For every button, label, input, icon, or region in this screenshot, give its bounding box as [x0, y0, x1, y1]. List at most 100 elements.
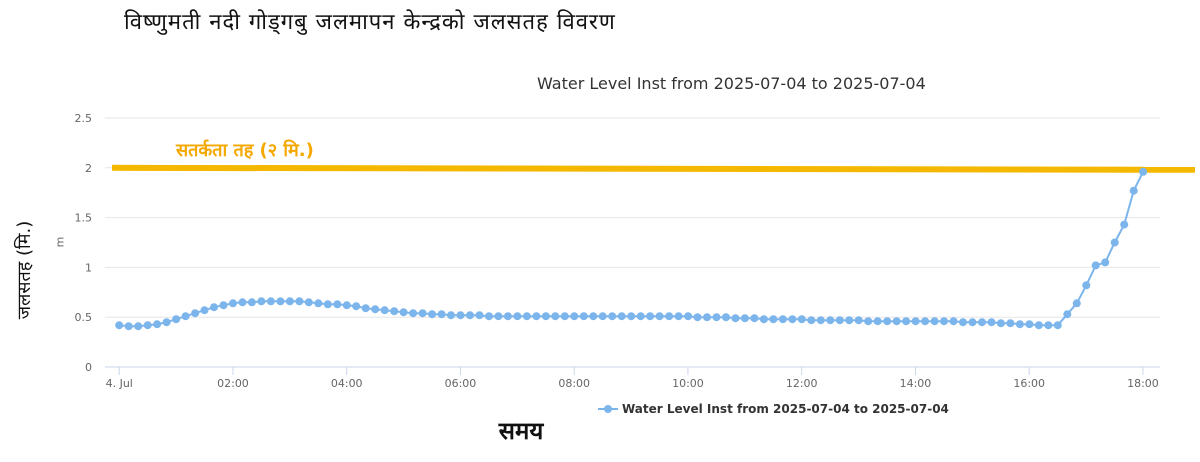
data-point[interactable]: [1034, 321, 1043, 330]
data-point[interactable]: [1006, 319, 1015, 328]
data-point[interactable]: [1063, 310, 1072, 319]
data-point[interactable]: [153, 320, 162, 329]
data-point[interactable]: [485, 312, 493, 321]
data-point[interactable]: [229, 299, 237, 308]
data-point[interactable]: [769, 315, 778, 324]
data-point[interactable]: [921, 317, 930, 326]
data-point[interactable]: [646, 312, 655, 321]
data-point[interactable]: [399, 308, 408, 317]
data-point[interactable]: [447, 311, 455, 320]
data-point[interactable]: [665, 312, 674, 321]
data-point[interactable]: [807, 316, 816, 325]
data-point[interactable]: [361, 304, 370, 313]
data-point[interactable]: [219, 301, 228, 310]
data-point[interactable]: [996, 319, 1005, 328]
data-point[interactable]: [940, 317, 948, 326]
data-point[interactable]: [371, 305, 380, 314]
data-point[interactable]: [617, 312, 626, 321]
data-point[interactable]: [703, 313, 711, 322]
data-point[interactable]: [276, 297, 285, 306]
data-point[interactable]: [627, 312, 636, 321]
data-point[interactable]: [674, 312, 683, 321]
data-point[interactable]: [1053, 321, 1062, 330]
data-point[interactable]: [1015, 320, 1024, 329]
data-point[interactable]: [1025, 320, 1034, 329]
data-point[interactable]: [608, 312, 617, 321]
data-point[interactable]: [854, 316, 863, 325]
data-point[interactable]: [835, 316, 844, 325]
data-point[interactable]: [1110, 238, 1119, 247]
data-point[interactable]: [409, 309, 418, 318]
data-point[interactable]: [1082, 281, 1091, 290]
data-point[interactable]: [655, 312, 664, 321]
data-point[interactable]: [115, 321, 124, 330]
data-point[interactable]: [987, 318, 996, 327]
data-point[interactable]: [172, 315, 181, 324]
data-point[interactable]: [978, 318, 986, 327]
data-point[interactable]: [968, 318, 977, 327]
data-point[interactable]: [390, 307, 399, 316]
data-point[interactable]: [864, 317, 873, 326]
data-point[interactable]: [1044, 321, 1053, 330]
data-point[interactable]: [1129, 186, 1138, 195]
data-point[interactable]: [740, 314, 749, 323]
data-point[interactable]: [1072, 299, 1081, 308]
data-point[interactable]: [428, 310, 437, 319]
data-point[interactable]: [797, 315, 806, 324]
data-point[interactable]: [826, 316, 835, 325]
data-point[interactable]: [503, 312, 512, 321]
data-point[interactable]: [930, 317, 939, 326]
data-point[interactable]: [513, 312, 522, 321]
data-point[interactable]: [693, 313, 702, 322]
data-point[interactable]: [522, 312, 531, 321]
data-point[interactable]: [750, 314, 759, 323]
data-point[interactable]: [902, 317, 911, 326]
data-point[interactable]: [788, 315, 797, 324]
data-point[interactable]: [560, 312, 569, 321]
data-point[interactable]: [352, 302, 361, 311]
data-point[interactable]: [475, 311, 484, 320]
data-point[interactable]: [143, 321, 152, 330]
data-point[interactable]: [247, 298, 256, 307]
data-point[interactable]: [712, 313, 721, 322]
data-point[interactable]: [845, 316, 854, 325]
data-point[interactable]: [816, 316, 825, 325]
data-point[interactable]: [731, 314, 740, 323]
data-point[interactable]: [532, 312, 541, 321]
data-point[interactable]: [949, 317, 958, 326]
data-point[interactable]: [210, 303, 218, 312]
data-point[interactable]: [778, 315, 787, 324]
data-point[interactable]: [589, 312, 598, 321]
data-point[interactable]: [323, 300, 332, 309]
data-point[interactable]: [191, 309, 200, 318]
data-point[interactable]: [342, 301, 351, 310]
data-point[interactable]: [162, 318, 171, 327]
data-point[interactable]: [295, 297, 304, 306]
data-point[interactable]: [579, 312, 588, 321]
data-point[interactable]: [494, 312, 503, 321]
data-point[interactable]: [285, 297, 294, 306]
data-point[interactable]: [873, 317, 882, 326]
data-point[interactable]: [266, 297, 275, 306]
legend-item[interactable]: Water Level Inst from 2025-07-04 to 2025…: [598, 402, 949, 416]
data-point[interactable]: [1120, 220, 1129, 229]
data-point[interactable]: [437, 310, 446, 319]
data-point[interactable]: [959, 318, 967, 327]
data-point[interactable]: [636, 312, 645, 321]
data-point[interactable]: [380, 306, 389, 315]
data-point[interactable]: [1139, 167, 1148, 176]
data-point[interactable]: [238, 298, 247, 307]
data-point[interactable]: [684, 312, 693, 321]
data-point[interactable]: [570, 312, 579, 321]
data-point[interactable]: [200, 306, 209, 315]
data-point[interactable]: [892, 317, 901, 326]
data-point[interactable]: [883, 317, 892, 326]
data-point[interactable]: [598, 312, 607, 321]
data-point[interactable]: [257, 297, 266, 306]
data-point[interactable]: [466, 311, 474, 320]
data-point[interactable]: [124, 322, 133, 331]
data-point[interactable]: [134, 322, 143, 331]
data-point[interactable]: [1101, 258, 1110, 267]
data-point[interactable]: [314, 299, 323, 308]
data-point[interactable]: [541, 312, 550, 321]
